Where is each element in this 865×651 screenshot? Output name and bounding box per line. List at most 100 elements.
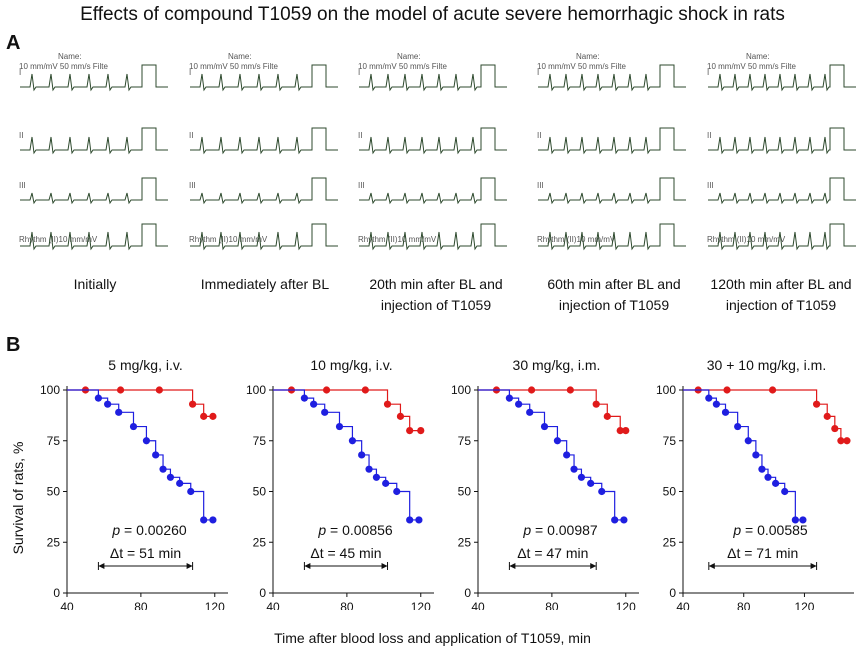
delta-t-arrowhead [708, 563, 715, 569]
y-tick-label: 0 [669, 586, 676, 600]
ecg-lead-label: III [189, 181, 196, 190]
data-point-t1059 [837, 437, 845, 445]
y-tick-label: 25 [253, 535, 267, 549]
ecg-trace [538, 64, 686, 92]
ecg-lead-label: Rhythm (II)10 mm/mV [707, 235, 786, 244]
data-point-control [772, 479, 780, 487]
data-point-t1059 [723, 386, 731, 394]
data-point-control [734, 422, 742, 431]
y-tick-label: 0 [53, 586, 60, 600]
x-tick-label: 40 [471, 600, 485, 610]
ecg-trace [359, 127, 507, 155]
y-tick-label: 50 [663, 485, 677, 499]
ecg-header-name: Name: [228, 52, 252, 61]
data-point-t1059 [189, 400, 197, 408]
x-tick-label: 120 [616, 600, 636, 610]
ecg-header-scale: 10 mm/mV 50 mm/s Filte [19, 62, 108, 71]
ecg-trace [708, 127, 856, 155]
data-point-control [764, 473, 772, 481]
ecg-trace [20, 223, 168, 251]
data-point-control [187, 487, 195, 496]
x-tick-label: 80 [545, 600, 559, 610]
y-tick-label: 50 [458, 485, 472, 499]
ecg-trace [190, 127, 338, 155]
ecg-header-scale: 10 mm/mV 50 mm/s Filte [537, 62, 626, 71]
ecg-lead-label: Rhythm (II)10 mm/mV [189, 235, 268, 244]
ecg-lead-label: II [707, 131, 711, 140]
data-point-t1059 [622, 427, 630, 435]
data-point-t1059 [209, 412, 217, 420]
y-tick-label: 100 [656, 383, 676, 397]
figure-title: Effects of compound T1059 on the model o… [80, 4, 785, 25]
data-point-t1059 [155, 386, 163, 394]
data-point-t1059 [383, 400, 392, 408]
p-value: = 0.00260 [120, 522, 187, 538]
data-point-control [142, 437, 151, 445]
survival-line-control [67, 389, 213, 521]
delta-t-label: Δt = 47 min [517, 545, 588, 561]
data-point-control [752, 451, 760, 459]
data-point-control [515, 400, 523, 408]
data-point-t1059 [592, 400, 600, 408]
chart-title: 10 mg/kg, i.v. [310, 357, 392, 373]
p-value: = 0.00585 [741, 522, 808, 538]
y-tick-label: 25 [663, 535, 677, 549]
p-symbol: p [317, 522, 326, 538]
data-point-control [365, 465, 373, 473]
data-point-t1059 [813, 400, 821, 408]
ecg-lead-label: Rhythm (II)10 mm/mV [19, 235, 98, 244]
ecg-lead-label: II [19, 131, 23, 140]
survival-chart-2: 10 mg/kg, i.v. 0 25 50 75 100 40 80 120 p = 0.008… [246, 357, 434, 610]
data-point-control [94, 394, 102, 402]
data-point-control [526, 408, 534, 416]
data-point-control [540, 422, 549, 431]
p-symbol: p [111, 522, 120, 538]
y-tick-label: 25 [458, 535, 472, 549]
ecg-trace [20, 177, 168, 205]
x-tick-label: 40 [60, 600, 74, 610]
data-point-control [310, 400, 318, 408]
data-point-t1059 [823, 412, 831, 420]
ecg-lead-label: Rhythm (II)10 mm/mV [358, 235, 437, 244]
y-tick-label: 100 [451, 383, 471, 397]
y-tick-label: 50 [253, 485, 267, 499]
data-point-control [791, 516, 799, 524]
y-tick-label: 75 [663, 434, 677, 448]
y-axis-label: Survival of rats, % [10, 441, 26, 555]
data-point-control [166, 473, 175, 481]
ecg-lead-label: II [358, 131, 362, 140]
ecg-lead-label: III [358, 181, 365, 190]
p-symbol: p [732, 522, 741, 538]
ecg-header-name: Name: [746, 52, 770, 61]
ecg-lead-label: III [707, 181, 714, 190]
ecg-trace [359, 223, 507, 251]
survival-chart-3: 30 mg/kg, i.m. 0 25 50 75 100 40 80 120 p = 0.009… [451, 357, 639, 610]
data-point-control [200, 516, 208, 524]
data-point-control [348, 437, 357, 445]
p-value: = 0.00856 [326, 522, 393, 538]
y-tick-label: 50 [47, 485, 61, 499]
data-point-control [799, 516, 807, 524]
data-point-t1059 [616, 427, 624, 435]
ecg-header-scale: 10 mm/mV 50 mm/s Filte [358, 62, 447, 71]
data-point-control [620, 516, 628, 524]
survival-line-control [273, 389, 419, 521]
data-point-control [115, 408, 123, 416]
ecg-panel-4: Name: 10 mm/mV 50 mm/s Filte I II III Rhythm … [536, 50, 690, 258]
data-point-control [300, 394, 308, 402]
x-tick-label: 40 [266, 600, 280, 610]
ecg-caption-line: injection of T1059 [380, 297, 492, 313]
x-tick-label: 80 [134, 600, 148, 610]
delta-t-arrowhead [304, 563, 311, 569]
ecg-lead-label: III [19, 181, 26, 190]
survival-line-t1059 [273, 389, 421, 432]
survival-line-control [683, 389, 803, 521]
chart-title: 5 mg/kg, i.v. [108, 357, 182, 373]
ecg-panel-5: Name: 10 mm/mV 50 mm/s Filte I II III Rhythm … [706, 50, 860, 258]
ecg-trace [538, 127, 686, 155]
ecg-caption-line: 60th min after BL and [547, 276, 681, 292]
data-point-t1059 [566, 386, 574, 394]
data-point-t1059 [116, 386, 125, 394]
delta-t-arrowhead [810, 563, 817, 569]
panel-b-label: B [6, 334, 21, 356]
